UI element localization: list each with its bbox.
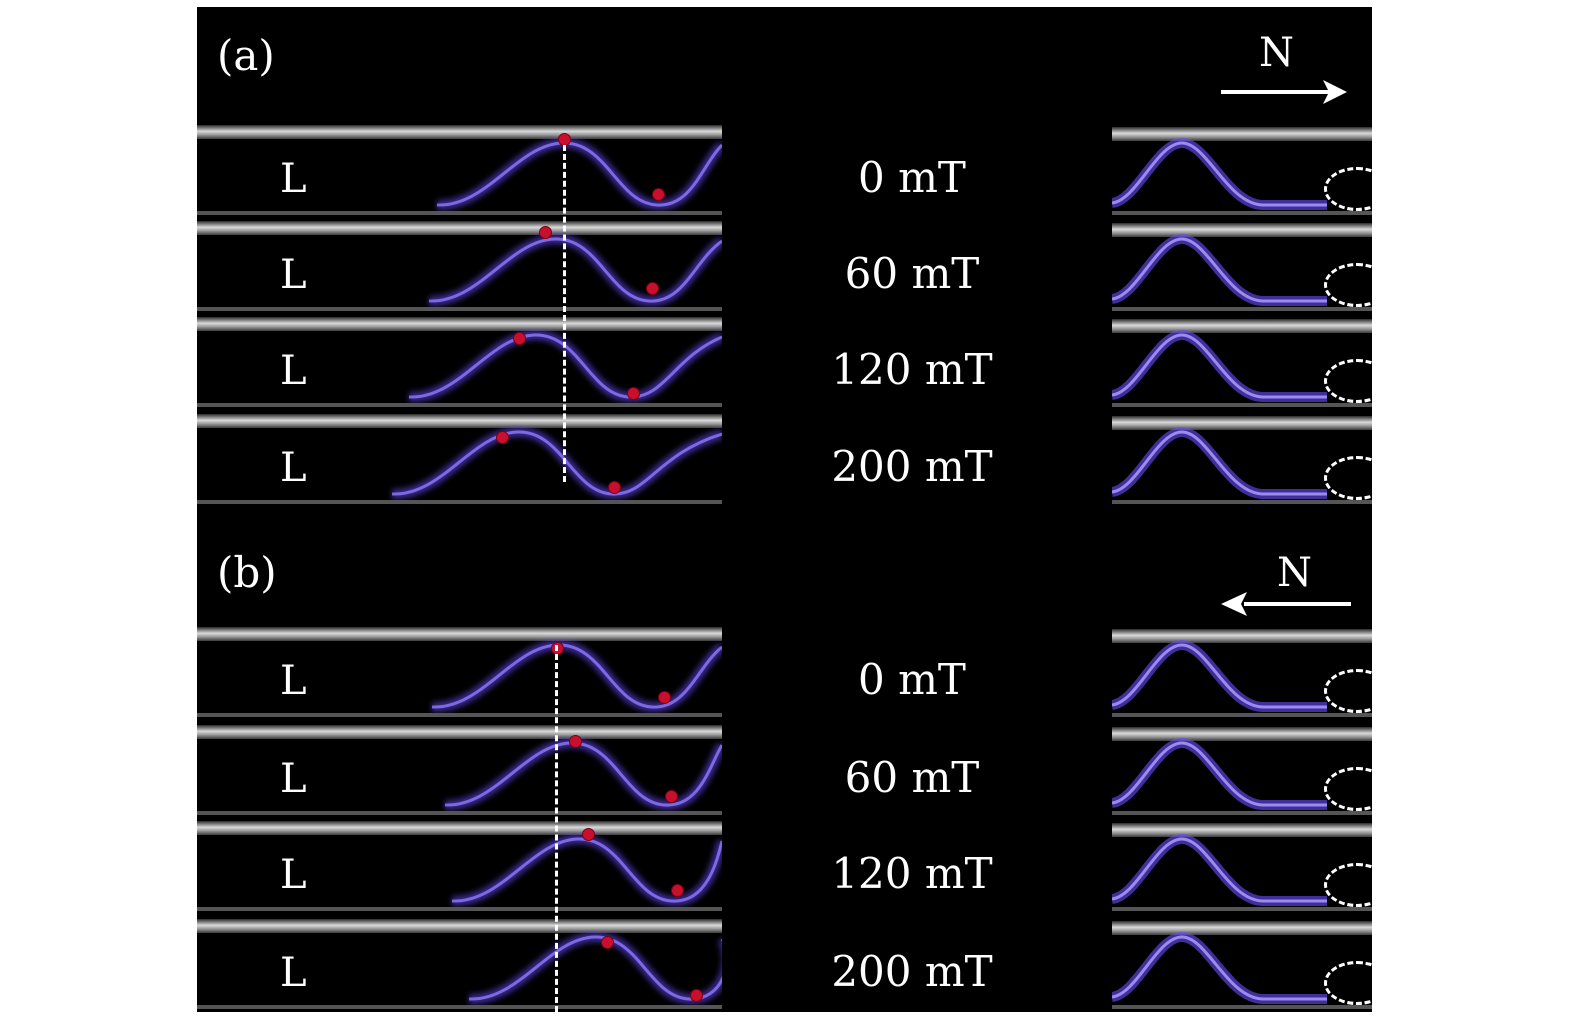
- red-marker-dot: [569, 735, 582, 748]
- red-marker-dot: [601, 936, 614, 949]
- tube-image-left: [197, 919, 722, 1011]
- plasma-wave-right: [1112, 426, 1327, 499]
- electrode-ring: [1324, 359, 1372, 403]
- tube-image-right: [1112, 317, 1372, 409]
- field-strength-label: 120 mT: [831, 345, 993, 394]
- plasma-wave-right: [1112, 737, 1327, 810]
- electrode-ring: [1324, 961, 1372, 1005]
- electrode-ring: [1324, 263, 1372, 307]
- plasma-wave: [444, 737, 722, 811]
- red-marker-dot: [582, 828, 595, 841]
- tube-image-left: [197, 725, 722, 817]
- electrode-ring: [1324, 863, 1372, 907]
- red-marker-dot: [496, 431, 509, 444]
- panel-a-label: (a): [217, 31, 275, 80]
- electrode-ring: [1324, 767, 1372, 811]
- electrode-ring: [1324, 456, 1372, 500]
- field-strength-label: 0 mT: [858, 153, 966, 202]
- tube-image-right: [1112, 221, 1372, 313]
- dashed-reference-line: [555, 645, 558, 1012]
- plasma-wave-right: [1112, 233, 1327, 306]
- plasma-wave-right: [1112, 931, 1327, 1004]
- tube-image-left: [197, 221, 722, 313]
- panel-a-north-label: N: [1259, 30, 1294, 76]
- red-marker-dot: [652, 188, 665, 201]
- tube-label: L: [280, 348, 307, 394]
- plasma-wave-right: [1112, 639, 1327, 712]
- plasma-wave: [408, 329, 722, 403]
- field-strength-label: 200 mT: [831, 442, 993, 491]
- red-marker-dot: [646, 282, 659, 295]
- field-strength-label: 120 mT: [831, 849, 993, 898]
- tube-label: L: [280, 852, 307, 898]
- red-marker-dot: [608, 481, 621, 494]
- arrow-right-icon: [1221, 80, 1347, 104]
- red-marker-dot: [513, 332, 526, 345]
- tube-image-left: [197, 821, 722, 913]
- dashed-reference-line: [563, 145, 566, 482]
- field-strength-label: 60 mT: [844, 753, 980, 802]
- plasma-wave-right: [1112, 833, 1327, 906]
- electrode-ring: [1324, 167, 1372, 211]
- plasma-wave: [468, 931, 722, 1005]
- tube-label: L: [280, 658, 307, 704]
- tube-image-right: [1112, 919, 1372, 1011]
- electrode-ring: [1324, 669, 1372, 713]
- tube-image-left: [197, 317, 722, 409]
- plasma-wave: [391, 426, 722, 500]
- red-marker-dot: [671, 884, 684, 897]
- tube-image-left: [197, 627, 722, 719]
- tube-label: L: [280, 252, 307, 298]
- field-strength-label: 0 mT: [858, 655, 966, 704]
- tube-label: L: [280, 756, 307, 802]
- figure-image: (a) N (b) N L 0 mT: [197, 7, 1372, 1012]
- red-marker-dot: [665, 790, 678, 803]
- field-strength-label: 60 mT: [844, 249, 980, 298]
- red-marker-dot: [627, 387, 640, 400]
- plasma-wave: [451, 833, 722, 907]
- red-marker-dot: [539, 226, 552, 239]
- plasma-wave-right: [1112, 329, 1327, 402]
- tube-label: L: [280, 156, 307, 202]
- panel-b-north-label: N: [1277, 550, 1312, 596]
- red-marker-dot: [658, 691, 671, 704]
- arrow-left-icon: [1221, 592, 1351, 616]
- plasma-wave-right: [1112, 137, 1327, 210]
- tube-image-left: [197, 414, 722, 506]
- tube-label: L: [280, 445, 307, 491]
- tube-image-left: [197, 125, 722, 217]
- tube-label: L: [280, 950, 307, 996]
- tube-image-right: [1112, 821, 1372, 913]
- plasma-wave: [436, 137, 722, 211]
- tube-image-right: [1112, 125, 1372, 217]
- panel-b-label: (b): [217, 548, 277, 597]
- tube-image-right: [1112, 627, 1372, 719]
- tube-image-right: [1112, 414, 1372, 506]
- tube-image-right: [1112, 725, 1372, 817]
- plasma-wave: [431, 639, 722, 713]
- red-marker-dot: [690, 989, 703, 1002]
- plasma-wave: [428, 233, 722, 307]
- field-strength-label: 200 mT: [831, 947, 993, 996]
